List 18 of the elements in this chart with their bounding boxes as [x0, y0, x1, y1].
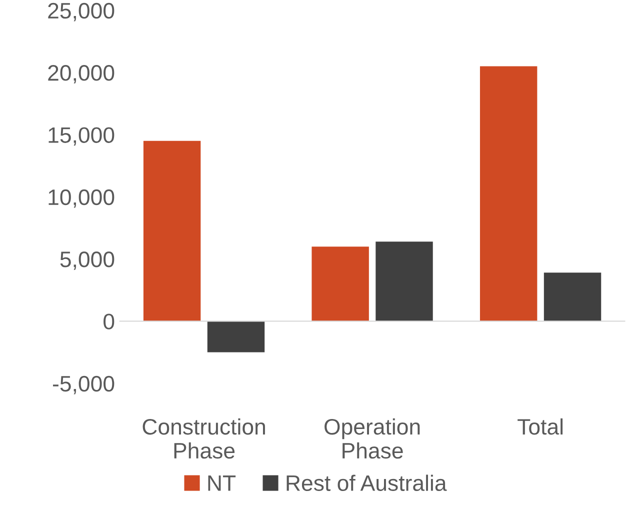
bar	[376, 242, 433, 322]
y-tick-label: 20,000	[48, 65, 114, 84]
bar	[207, 321, 265, 352]
x-tick-label: Total	[518, 418, 563, 435]
y-tick-label: 25,000	[48, 2, 114, 22]
bar	[143, 140, 201, 322]
bar	[312, 246, 369, 322]
x-tick-label: Construction Phase	[142, 418, 265, 459]
bar	[480, 66, 538, 322]
legend-label: NT	[208, 476, 236, 491]
bar	[544, 272, 602, 322]
y-tick-label: 5,000	[60, 252, 114, 270]
legend-label: Rest of Australia	[286, 474, 447, 492]
y-tick-label: 10,000	[48, 189, 114, 208]
y-tick-label: 15,000	[48, 127, 114, 146]
x-tick-label: Operation Phase	[324, 418, 420, 459]
y-tick-label: 0	[104, 314, 114, 330]
y-tick-label: -5,000	[53, 376, 114, 394]
